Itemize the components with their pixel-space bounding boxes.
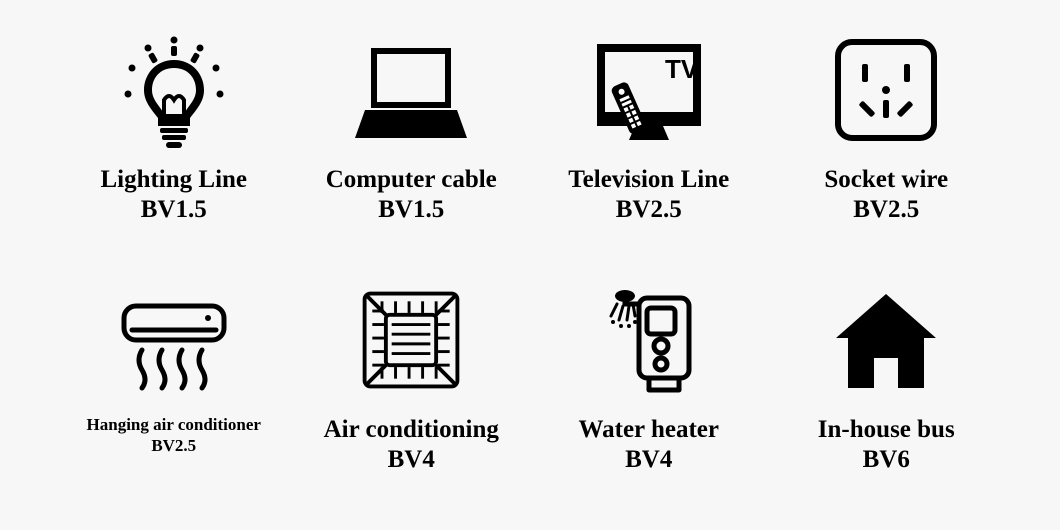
title-text: Television Line (568, 166, 729, 194)
cell-labels: Socket wire BV2.5 (824, 166, 948, 223)
cell-labels: Lighting Line BV1.5 (100, 166, 247, 223)
title-text: Computer cable (326, 166, 497, 194)
spec-text: BV2.5 (824, 196, 948, 224)
cell-water-heater: Water heater BV4 (535, 270, 763, 510)
cell-socket: Socket wire BV2.5 (773, 20, 1001, 260)
cell-labels: Hanging air conditioner BV2.5 (87, 416, 261, 455)
lightbulb-icon (104, 20, 244, 160)
cell-television: TV Television Line BV2.5 (535, 20, 763, 260)
house-icon (816, 270, 956, 410)
cell-labels: In-house bus BV6 (818, 416, 955, 473)
spec-text: BV4 (579, 446, 719, 474)
spec-text: BV2.5 (87, 437, 261, 456)
cell-labels: Television Line BV2.5 (568, 166, 729, 223)
tv-label: TV (665, 54, 699, 84)
laptop-icon (341, 20, 481, 160)
cell-labels: Computer cable BV1.5 (326, 166, 497, 223)
cell-hanging-ac: Hanging air conditioner BV2.5 (60, 270, 288, 510)
spec-text: BV4 (324, 446, 499, 474)
cell-computer: Computer cable BV1.5 (298, 20, 526, 260)
spec-text: BV6 (818, 446, 955, 474)
cell-air-conditioning: Air conditioning BV4 (298, 270, 526, 510)
socket-icon (816, 20, 956, 160)
title-text: Lighting Line (100, 166, 247, 194)
cell-house: In-house bus BV6 (773, 270, 1001, 510)
title-text: Water heater (579, 416, 719, 444)
ceiling-ac-icon (341, 270, 481, 410)
cell-labels: Water heater BV4 (579, 416, 719, 473)
cell-lighting: Lighting Line BV1.5 (60, 20, 288, 260)
title-text: In-house bus (818, 416, 955, 444)
title-text: Socket wire (824, 166, 948, 194)
title-text: Hanging air conditioner (87, 416, 261, 435)
spec-text: BV1.5 (100, 196, 247, 224)
infographic-grid: Lighting Line BV1.5 Computer cab (0, 0, 1060, 530)
cell-labels: Air conditioning BV4 (324, 416, 499, 473)
television-icon: TV (579, 20, 719, 160)
water-heater-icon (579, 270, 719, 410)
wall-ac-icon (104, 270, 244, 410)
spec-text: BV1.5 (326, 196, 497, 224)
title-text: Air conditioning (324, 416, 499, 444)
spec-text: BV2.5 (568, 196, 729, 224)
